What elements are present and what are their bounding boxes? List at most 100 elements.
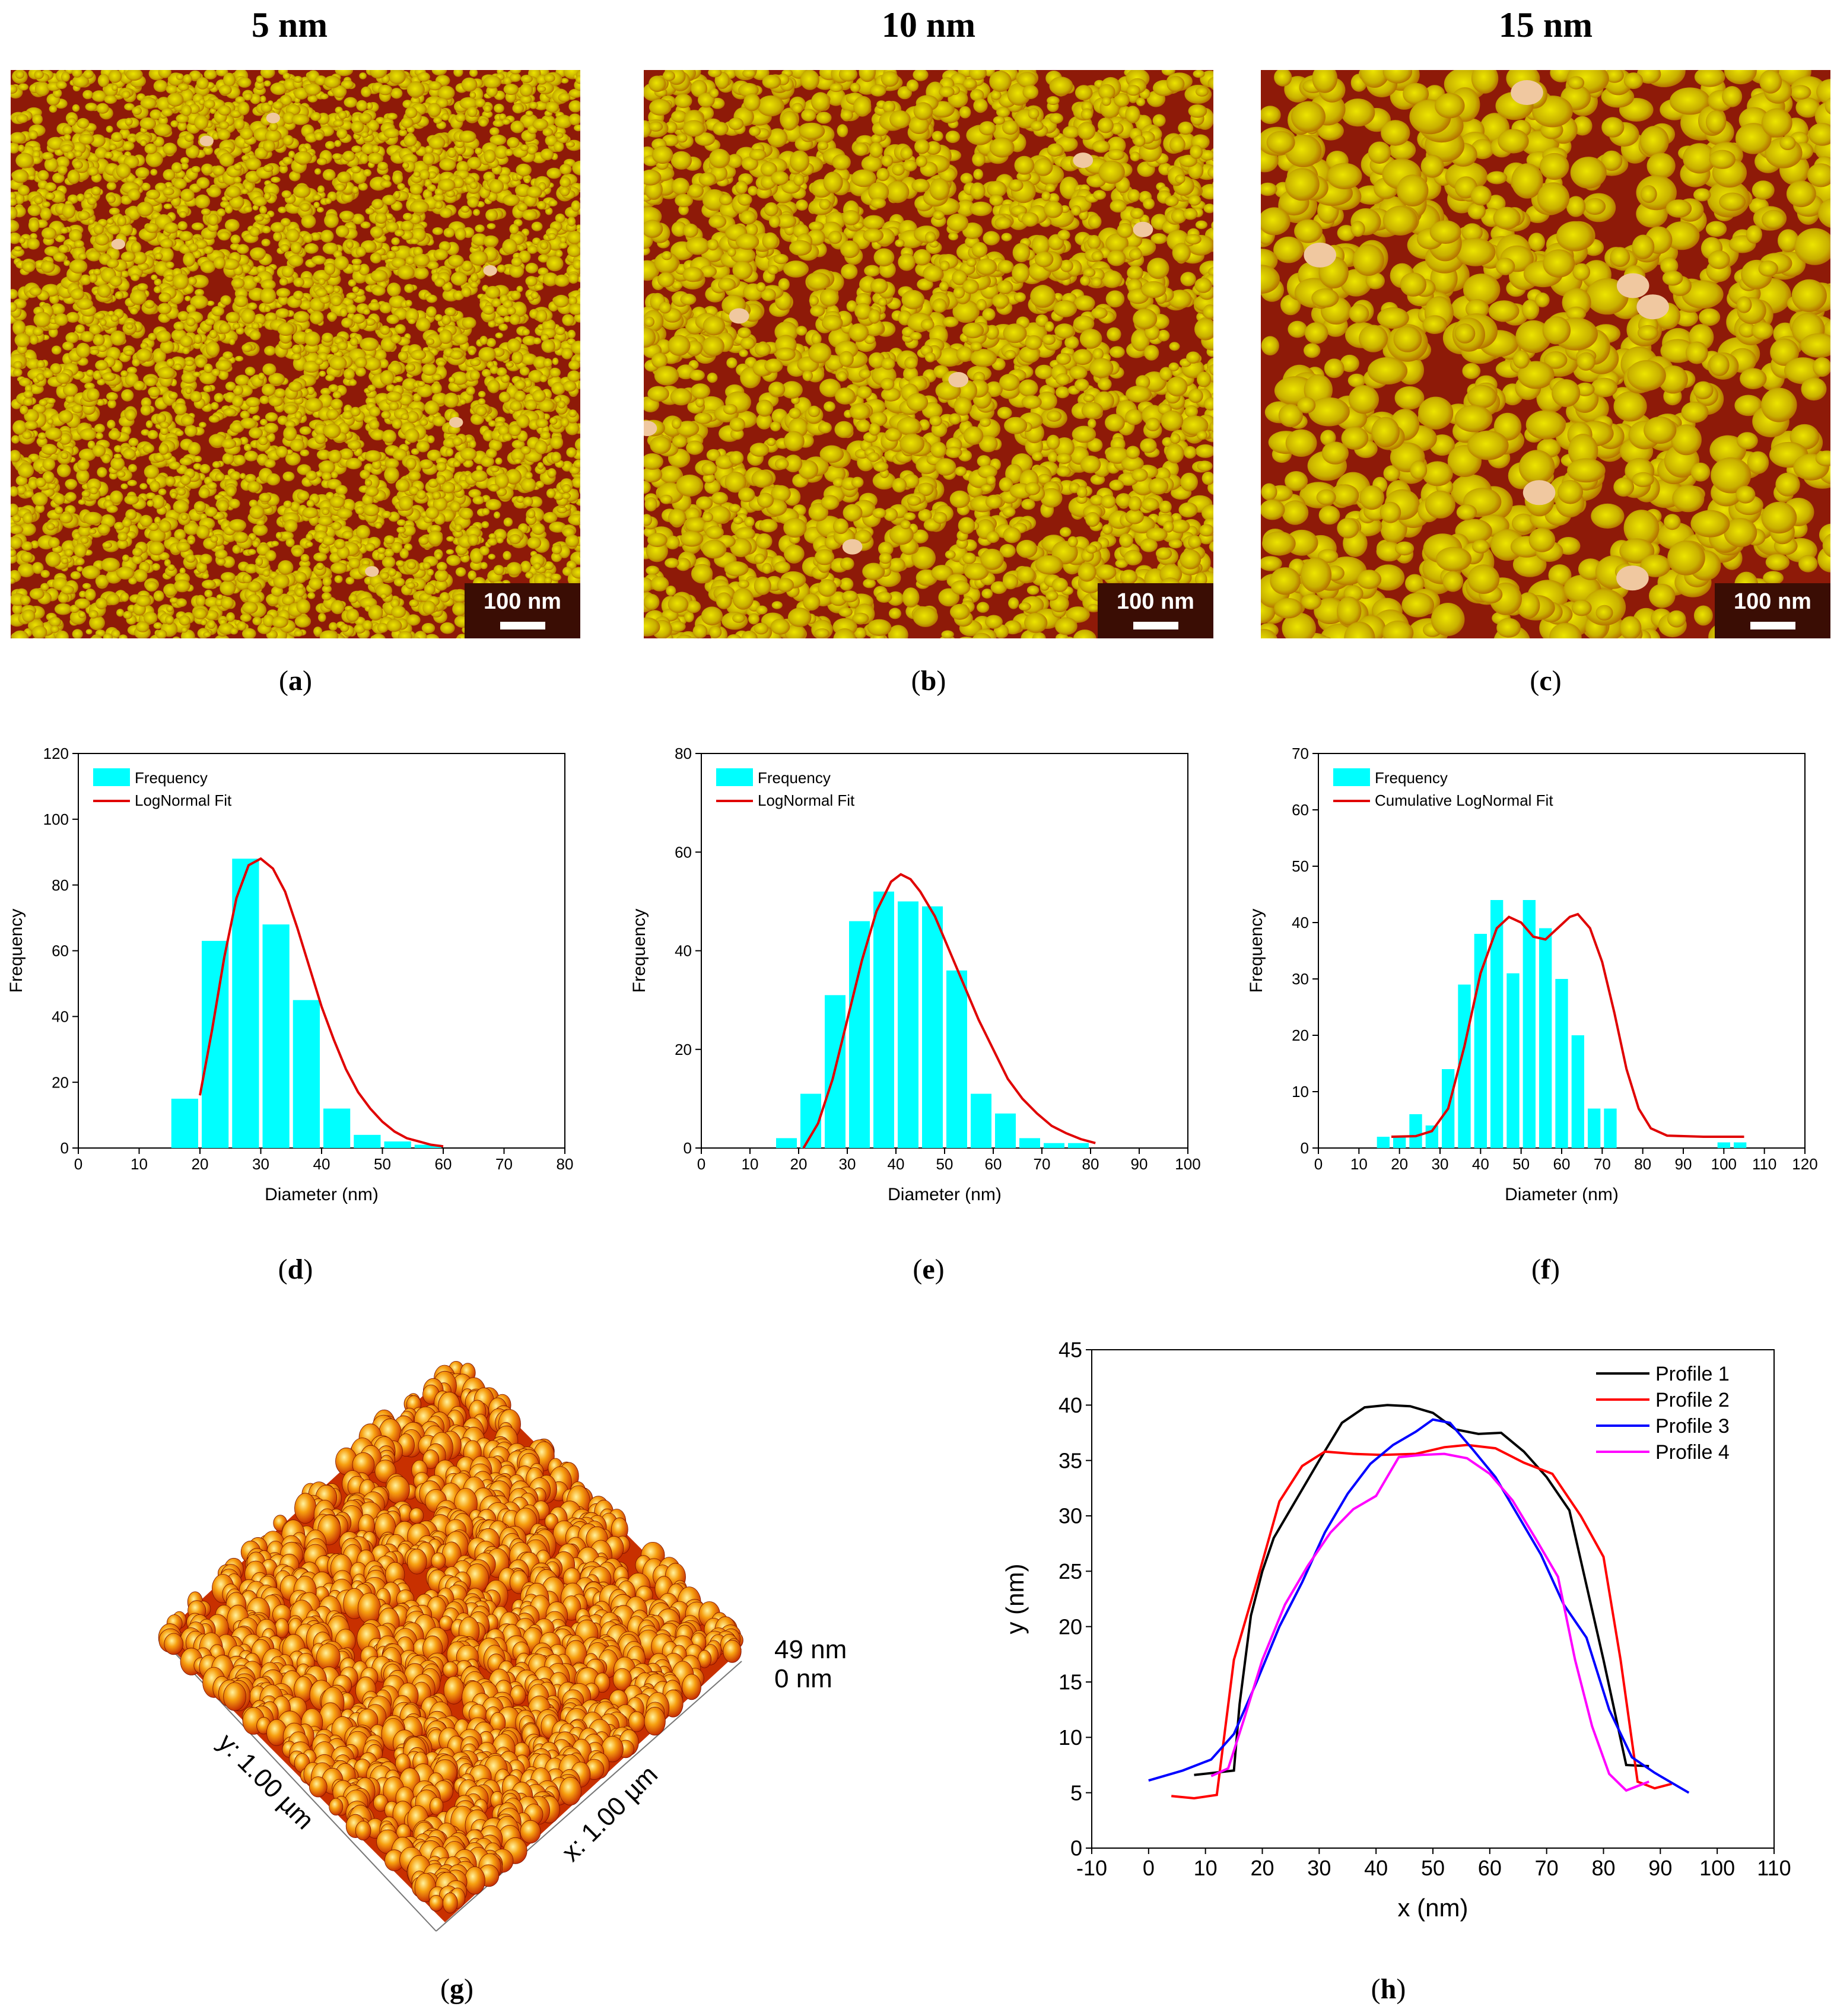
grain bbox=[535, 481, 545, 488]
grain bbox=[161, 108, 173, 117]
grain bbox=[266, 473, 281, 486]
grain bbox=[83, 70, 94, 79]
grain bbox=[427, 435, 435, 444]
grain bbox=[413, 171, 421, 178]
grain bbox=[78, 611, 86, 618]
grain bbox=[1047, 451, 1058, 463]
grain bbox=[187, 539, 195, 545]
grain bbox=[299, 300, 313, 310]
grain bbox=[93, 334, 105, 346]
grain bbox=[498, 425, 509, 437]
grain bbox=[160, 340, 174, 354]
grain bbox=[126, 367, 138, 374]
grain bbox=[164, 559, 171, 567]
grain bbox=[417, 381, 425, 387]
grain bbox=[12, 514, 21, 523]
grain bbox=[470, 413, 484, 425]
grain bbox=[240, 411, 250, 419]
grain bbox=[446, 536, 454, 542]
grain bbox=[97, 284, 112, 298]
grain bbox=[392, 449, 408, 461]
grain bbox=[532, 118, 549, 130]
grain bbox=[427, 449, 441, 462]
grain bbox=[579, 427, 580, 433]
grain bbox=[301, 214, 316, 228]
grain bbox=[228, 338, 236, 345]
grain bbox=[78, 499, 86, 505]
grain bbox=[106, 182, 117, 190]
grain bbox=[486, 85, 498, 97]
grain bbox=[332, 391, 342, 399]
grain bbox=[329, 356, 347, 371]
grain bbox=[549, 417, 558, 425]
grain bbox=[481, 508, 490, 516]
grain bbox=[81, 490, 91, 498]
grain bbox=[342, 151, 355, 162]
grain bbox=[31, 625, 47, 638]
grain bbox=[332, 153, 342, 160]
grain bbox=[459, 130, 476, 143]
grain bbox=[430, 382, 442, 395]
grain bbox=[514, 390, 526, 402]
grain bbox=[510, 70, 522, 75]
grain bbox=[47, 418, 54, 425]
grain bbox=[281, 265, 294, 278]
grain bbox=[568, 100, 580, 113]
grain bbox=[479, 336, 488, 345]
grain bbox=[174, 402, 187, 415]
grain bbox=[329, 622, 338, 631]
grain bbox=[100, 319, 107, 326]
grain bbox=[497, 264, 506, 273]
grain bbox=[453, 529, 463, 538]
grain bbox=[218, 231, 230, 241]
grain bbox=[300, 449, 310, 457]
grain bbox=[110, 490, 123, 504]
grain bbox=[983, 231, 1000, 246]
grain bbox=[147, 500, 154, 507]
grain bbox=[110, 457, 125, 470]
grain bbox=[187, 442, 201, 456]
grain bbox=[150, 481, 160, 492]
grain bbox=[383, 128, 400, 139]
grain bbox=[22, 609, 36, 623]
grain bbox=[397, 183, 405, 190]
grain bbox=[350, 406, 361, 416]
grain bbox=[307, 592, 316, 599]
grain bbox=[347, 440, 362, 450]
grain bbox=[61, 72, 70, 82]
grain bbox=[509, 314, 521, 325]
grain bbox=[71, 404, 84, 414]
grain bbox=[517, 244, 525, 252]
grain bbox=[124, 349, 134, 356]
grain bbox=[17, 463, 34, 478]
grain bbox=[913, 70, 929, 81]
grain bbox=[419, 418, 428, 426]
grain bbox=[175, 430, 184, 437]
grain bbox=[550, 573, 561, 581]
grain bbox=[41, 227, 57, 240]
grain bbox=[129, 307, 138, 315]
grain bbox=[249, 427, 263, 439]
grain bbox=[222, 258, 240, 270]
grain bbox=[268, 396, 283, 407]
grain bbox=[154, 278, 162, 286]
grain bbox=[193, 456, 202, 463]
grain bbox=[121, 389, 134, 402]
grain bbox=[359, 153, 369, 164]
grain bbox=[112, 84, 118, 91]
grain bbox=[396, 519, 406, 526]
grain bbox=[560, 236, 567, 244]
grain bbox=[230, 234, 241, 244]
grain bbox=[241, 309, 256, 324]
grain bbox=[81, 565, 100, 580]
grain bbox=[196, 561, 208, 573]
grain bbox=[215, 549, 228, 559]
grain bbox=[317, 516, 333, 526]
grain bbox=[214, 393, 224, 403]
grain bbox=[392, 171, 403, 185]
grain bbox=[34, 196, 43, 205]
grain bbox=[66, 151, 75, 160]
grain bbox=[520, 95, 532, 104]
grain bbox=[555, 326, 565, 335]
grain bbox=[460, 447, 477, 461]
